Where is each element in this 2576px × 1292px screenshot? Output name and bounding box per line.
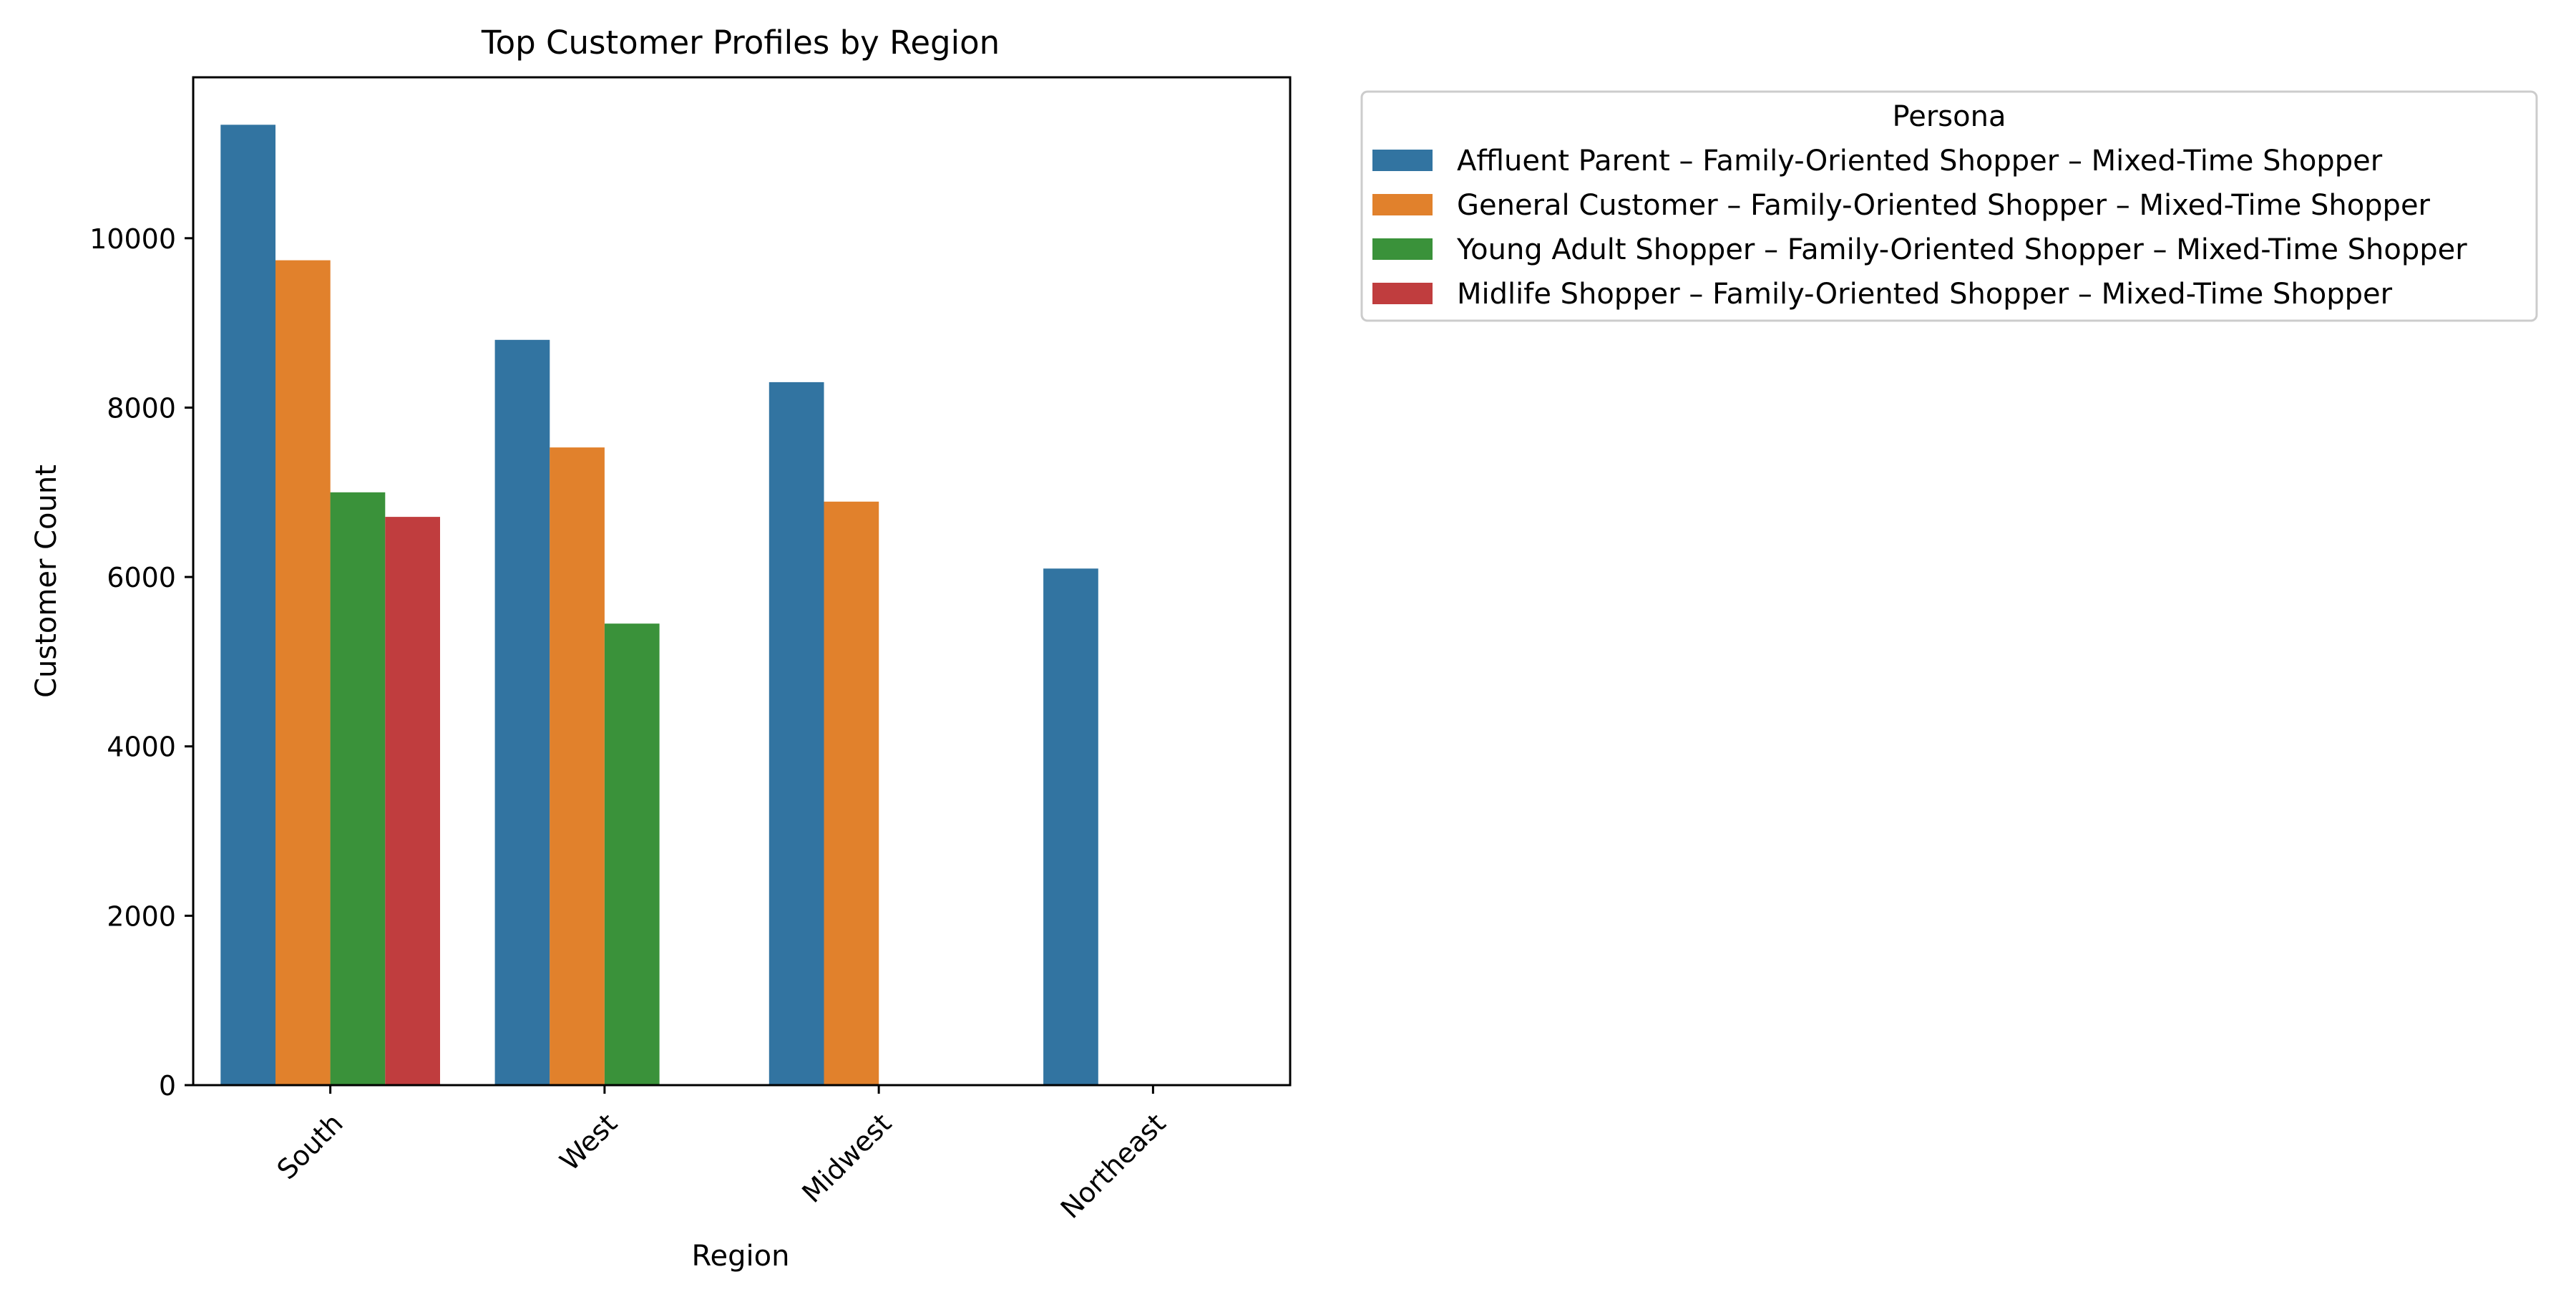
bar-midwest-series-1 — [769, 382, 824, 1085]
bar-west-series-2 — [550, 447, 605, 1085]
bars-layer — [220, 125, 1098, 1086]
legend: Persona Affluent Parent – Family-Oriente… — [1360, 90, 2538, 322]
legend-label-1: Affluent Parent – Family-Oriented Shoppe… — [1457, 145, 2383, 178]
legend-swatch-3 — [1372, 238, 1433, 260]
legend-label-3: Young Adult Shopper – Family-Oriented Sh… — [1456, 233, 2467, 266]
bar-south-series-3 — [330, 492, 386, 1085]
legend-swatch-2 — [1372, 194, 1433, 215]
bar-south-series-2 — [275, 260, 331, 1086]
y-axis-label: Customer Count — [30, 465, 63, 698]
bar-south-series-4 — [385, 517, 440, 1085]
legend-swatch-1 — [1372, 150, 1433, 171]
x-tick-label-midwest: Midwest — [796, 1107, 897, 1209]
bar-south-series-1 — [220, 125, 275, 1085]
legend-frame — [1360, 90, 2538, 322]
bar-west-series-1 — [494, 339, 550, 1085]
y-tick-label: 8000 — [107, 392, 176, 424]
plot-frame — [192, 76, 1292, 1087]
x-tick-label-south: South — [271, 1107, 349, 1185]
y-tick-label: 4000 — [107, 732, 176, 763]
legend-swatch-4 — [1372, 283, 1433, 304]
y-tick-label: 0 — [159, 1070, 176, 1102]
bar-midwest-series-2 — [824, 501, 879, 1085]
y-tick-label: 6000 — [107, 562, 176, 593]
x-axis-label: Region — [692, 1240, 790, 1273]
legend-title: Persona — [1893, 100, 2006, 133]
y-tick-label: 2000 — [107, 900, 176, 932]
y-tick-label: 10000 — [89, 223, 176, 255]
x-tick-label-west: West — [554, 1107, 623, 1177]
bar-northeast-series-1 — [1043, 568, 1098, 1085]
x-tick-label-northeast: Northeast — [1055, 1107, 1172, 1225]
legend-label-4: Midlife Shopper – Family-Oriented Shoppe… — [1457, 278, 2393, 311]
bar-west-series-3 — [604, 623, 660, 1085]
legend-items: Affluent Parent – Family-Oriented Shoppe… — [1372, 145, 2467, 311]
chart-title: Top Customer Profiles by Region — [481, 24, 1000, 62]
legend-label-2: General Customer – Family-Oriented Shopp… — [1457, 189, 2431, 222]
